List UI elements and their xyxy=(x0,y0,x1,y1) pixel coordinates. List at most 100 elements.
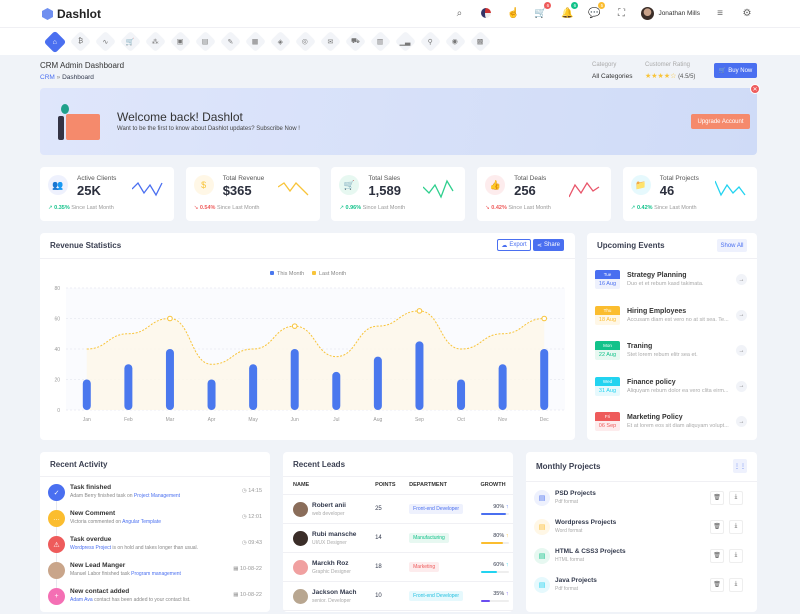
share-label: Share xyxy=(544,242,561,248)
x-tick-label: Apr xyxy=(208,417,216,423)
bar-this-month[interactable] xyxy=(124,364,133,410)
legend-label[interactable]: This Month xyxy=(277,271,304,277)
fullscreen-icon[interactable]: ⛶ xyxy=(617,7,625,19)
nav-item-layers[interactable]: ◈ xyxy=(269,30,292,53)
trash-icon[interactable]: 🗑 xyxy=(710,490,724,505)
nav-item-home[interactable]: ⌂ xyxy=(43,30,67,53)
arrow-right-icon[interactable]: → xyxy=(736,416,747,428)
project-title: Java Projects xyxy=(555,577,597,584)
line-point[interactable] xyxy=(541,315,548,322)
show-all-button[interactable]: Show All xyxy=(717,239,747,252)
trend-down-icon: ↘ xyxy=(193,205,199,211)
nav-item-widgets[interactable]: ▩ xyxy=(469,30,492,53)
arrow-right-icon[interactable]: → xyxy=(736,309,747,321)
bar-this-month[interactable] xyxy=(290,349,299,410)
bar-this-month[interactable] xyxy=(165,349,174,410)
nav-item-grid[interactable]: ▦ xyxy=(244,30,267,53)
message-icon[interactable]: 💬 5 xyxy=(587,2,606,20)
bar-this-month[interactable] xyxy=(540,349,549,410)
nav-item-briefcase[interactable]: ▣ xyxy=(169,30,192,53)
location-icon: ◉ xyxy=(452,38,459,46)
nav-item-network[interactable]: ⁂ xyxy=(144,30,167,53)
table-row[interactable]: Marckh Roz Graphic Designer 18 Marketing 60%… xyxy=(283,552,513,582)
legend-label[interactable]: Last Month xyxy=(319,271,346,277)
bar-this-month[interactable] xyxy=(415,341,424,410)
bar-this-month[interactable] xyxy=(373,356,382,410)
download-icon[interactable]: ⤓ xyxy=(729,519,743,534)
card-title: Upcoming Events xyxy=(597,241,665,250)
filter-icon[interactable]: ⋮⋮ xyxy=(733,459,747,473)
buy-now-button[interactable]: 🛒 Buy Now xyxy=(714,63,757,78)
export-label: Export xyxy=(509,242,527,248)
table-row[interactable]: Jackson Mach senior. Developer 10 Front-end… xyxy=(283,581,513,611)
arrow-right-icon[interactable]: → xyxy=(736,274,747,286)
gear-icon[interactable]: ⚙ xyxy=(742,7,752,19)
bar-this-month[interactable] xyxy=(457,379,466,411)
arrow-right-icon[interactable]: → xyxy=(736,380,747,392)
trash-icon[interactable]: 🗑 xyxy=(710,519,724,534)
breadcrumb-current: Dashboard xyxy=(62,74,94,81)
nav-item-chat[interactable]: ✎ xyxy=(219,30,242,53)
activity-link[interactable]: Project Management xyxy=(133,493,181,499)
activity-link[interactable]: Program management xyxy=(131,571,181,577)
bar-this-month[interactable] xyxy=(82,379,91,411)
activity-link[interactable]: Angular Template xyxy=(122,519,161,525)
export-button[interactable]: ☁ Export xyxy=(497,239,531,251)
breadcrumb-crm[interactable]: CRM xyxy=(40,74,55,81)
trash-icon[interactable]: 🗑 xyxy=(710,548,724,563)
share-button[interactable]: ⋖ Share xyxy=(533,239,564,251)
nav-item-mail[interactable]: ✉ xyxy=(319,30,342,53)
brand-logo[interactable]: Dashlot xyxy=(42,7,101,21)
flag-icon[interactable] xyxy=(479,6,493,20)
nav-item-stack[interactable]: ◎ xyxy=(294,30,317,53)
nav-item-map-pin[interactable]: ⚲ xyxy=(419,30,442,53)
activity-link[interactable]: Adam Ava xyxy=(70,597,93,603)
arrow-right-icon[interactable]: → xyxy=(736,345,747,357)
download-icon[interactable]: ⤓ xyxy=(729,577,743,592)
bar-this-month[interactable] xyxy=(498,364,507,410)
event-date: Mon 22 Aug xyxy=(595,341,620,361)
upgrade-account-button[interactable]: Upgrade Account xyxy=(691,114,750,129)
activity-link[interactable]: Wordpress Project xyxy=(70,545,112,551)
nav-item-file[interactable]: ▤ xyxy=(194,30,217,53)
download-icon[interactable]: ⤓ xyxy=(729,490,743,505)
search-icon[interactable]: ⌕ xyxy=(456,7,463,19)
menu-icon[interactable]: ≡ xyxy=(717,7,723,19)
bar-this-month[interactable] xyxy=(207,379,216,411)
line-point[interactable] xyxy=(291,323,298,329)
nav-item-cart-alt[interactable]: ⛟ xyxy=(344,30,367,53)
sparkline xyxy=(714,180,746,197)
activity-icon: … xyxy=(48,510,65,527)
arrow-up-icon: ↑ xyxy=(505,561,509,568)
event-item[interactable]: Tue 16 Aug Strategy Planning Duo et et rebu… xyxy=(587,262,757,298)
cart-icon[interactable]: 🛒 6 xyxy=(533,2,552,20)
trend-down-icon: ↘ xyxy=(485,205,490,211)
nav-item-activity[interactable]: ∿ xyxy=(94,30,117,53)
category-select[interactable]: All Categories xyxy=(592,73,633,80)
event-item[interactable]: Thu 18 Aug Hiring Employees Accusam diam es… xyxy=(587,298,757,334)
event-item[interactable]: Fri 06 Sep Marketing Policy Et at lorem eos… xyxy=(587,404,757,440)
nav-item-cart[interactable]: 🛒 xyxy=(119,30,142,53)
nav-item-bitcoin[interactable]: ₿ xyxy=(69,30,92,53)
nav-item-location[interactable]: ◉ xyxy=(444,30,467,53)
trash-icon[interactable]: 🗑 xyxy=(710,577,724,592)
close-icon[interactable]: ✕ xyxy=(750,84,760,94)
download-icon[interactable]: ⤓ xyxy=(729,548,743,563)
table-row[interactable]: Robert anii web developer 25 Front-end Deve… xyxy=(283,494,513,524)
bar-this-month[interactable] xyxy=(249,364,258,410)
theme-icon[interactable]: ☝ xyxy=(507,7,520,19)
stat-label: Active Clients xyxy=(77,175,117,182)
growth: 80% ↑ xyxy=(480,533,509,544)
event-item[interactable]: Wed 31 Aug Finance policy Aliquyam rebum do… xyxy=(587,369,757,405)
line-point[interactable] xyxy=(416,308,423,314)
event-item[interactable]: Mon 22 Aug Traning Stet lorem rebum elitr s… xyxy=(587,333,757,369)
cart-icon: 🛒 xyxy=(339,175,360,195)
last-month-area xyxy=(86,310,545,410)
user-menu[interactable]: Jonathan Mills xyxy=(641,6,700,20)
table-row[interactable]: Rubi mansche UI/UX Designer 14 Manufacturin… xyxy=(283,523,513,553)
line-point[interactable] xyxy=(167,315,173,322)
nav-item-chart[interactable]: ▁▃ xyxy=(394,30,417,53)
nav-item-table[interactable]: ▥ xyxy=(369,30,392,53)
bar-this-month[interactable] xyxy=(332,371,341,410)
bell-icon[interactable]: 🔔 6 xyxy=(560,2,579,20)
